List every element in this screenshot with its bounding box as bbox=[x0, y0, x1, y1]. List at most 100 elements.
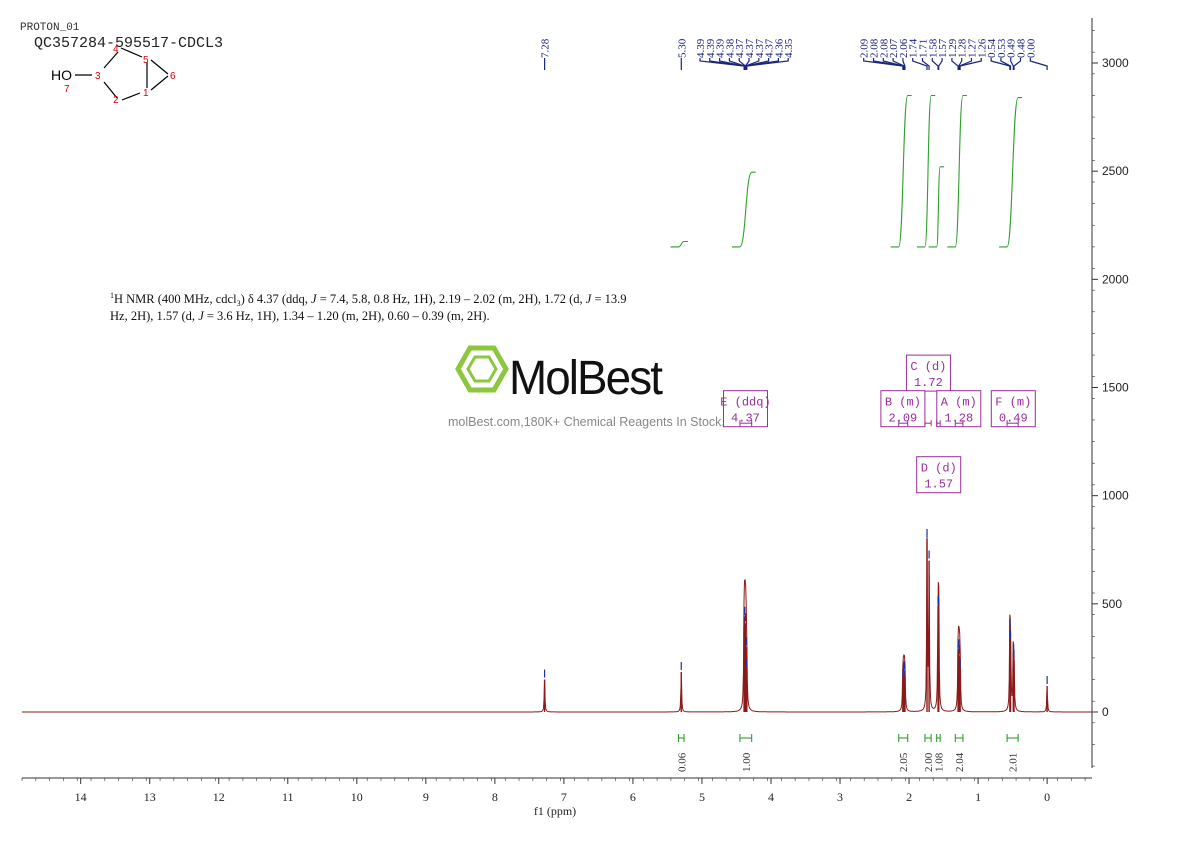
multiplet-shift: 2.09 bbox=[888, 412, 917, 426]
description-line1: H NMR (400 MHz, cdcl bbox=[114, 292, 237, 306]
x-tick-label: 12 bbox=[213, 790, 225, 804]
integral-value: 2.05 bbox=[898, 752, 910, 772]
peak-shift-label: 1.74 bbox=[908, 38, 920, 58]
peak-label-connector bbox=[958, 58, 963, 70]
integral-value: 2.00 bbox=[923, 752, 935, 772]
peak-label-connector bbox=[892, 58, 905, 70]
nmr-description: 1H NMR (400 MHz, cdcl3) δ 4.37 (ddq, J =… bbox=[110, 291, 627, 323]
y-tick-label: 0 bbox=[1102, 705, 1109, 719]
peak-shift-label: 4.37 bbox=[744, 38, 756, 58]
peak-label-connector bbox=[745, 58, 779, 70]
peak-shift-label: 7.28 bbox=[540, 38, 552, 58]
integral-curve bbox=[890, 94, 912, 248]
peak-shift-label: 4.37 bbox=[764, 38, 776, 58]
peak-shift-label: 2.09 bbox=[859, 38, 871, 58]
y-tick-label: 500 bbox=[1102, 597, 1122, 611]
peak-label-connector bbox=[719, 58, 745, 70]
spectrum-trace bbox=[22, 528, 1092, 713]
x-tick-label: 9 bbox=[423, 790, 429, 804]
peak-label-connector bbox=[931, 58, 939, 70]
peak-label-connector bbox=[882, 58, 905, 70]
integral-curve bbox=[928, 166, 945, 248]
peak-shift-label: 0.54 bbox=[986, 38, 998, 58]
x-tick-label: 8 bbox=[492, 790, 498, 804]
peak-shift-label: 5.30 bbox=[676, 38, 688, 58]
svg-text:Hz, 2H), 1.57 (d, J = 3.6 Hz,: Hz, 2H), 1.57 (d, J = 3.6 Hz, 1H), 1.34 … bbox=[110, 309, 490, 323]
peak-label-connector bbox=[1010, 58, 1014, 70]
y-tick-label: 1000 bbox=[1102, 489, 1129, 503]
experiment-title: PROTON_01 bbox=[20, 22, 80, 34]
description-line1-end: = 13.9 bbox=[591, 292, 626, 306]
peak-shift-label: 4.39 bbox=[705, 38, 717, 58]
x-tick-label: 14 bbox=[75, 790, 87, 804]
description-line1-cont: ) δ 4.37 (ddq, bbox=[241, 292, 311, 306]
peak-label-connector bbox=[1013, 58, 1022, 70]
x-tick-label: 3 bbox=[837, 790, 843, 804]
peak-shift-label: 2.08 bbox=[869, 38, 881, 58]
peak-shift-label: 1.58 bbox=[927, 38, 939, 58]
peak-label-connector bbox=[921, 58, 930, 70]
svg-text:1H NMR (400 MHz, cdcl3) δ 4.37: 1H NMR (400 MHz, cdcl3) δ 4.37 (ddq, J =… bbox=[110, 291, 627, 308]
description-line2: Hz, 2H), 1.57 (d, bbox=[110, 309, 198, 323]
x-tick-label: 10 bbox=[351, 790, 363, 804]
x-tick-label: 4 bbox=[768, 790, 774, 804]
peak-shift-label: 4.39 bbox=[695, 38, 707, 58]
spectrum-line bbox=[22, 533, 1092, 713]
axes: 14 13 12 11 10 9 8 7 6 5 4 3 2 1 030002500200015001000… bbox=[21, 18, 1129, 804]
hydroxyl-label: HO bbox=[51, 67, 72, 83]
integral-value: 0.06 bbox=[676, 752, 688, 772]
atom-label-5: 5 bbox=[143, 55, 149, 66]
molbest-logo-icon bbox=[455, 345, 509, 393]
multiplet-shift: 1.28 bbox=[944, 412, 973, 426]
multiplet-label: D (d) bbox=[921, 462, 957, 476]
multiplet-box bbox=[880, 390, 926, 428]
y-tick-label: 1500 bbox=[1102, 381, 1129, 395]
x-tick-label: 0 bbox=[1044, 790, 1050, 804]
multiplet-box bbox=[905, 354, 951, 392]
peak-shift-label: 0.49 bbox=[1006, 38, 1018, 58]
multiplet-box bbox=[990, 390, 1036, 428]
atom-label-3: 3 bbox=[95, 71, 101, 82]
peak-labels: 7.28 5.30 4.394.394.394.384.374.374.374.37… bbox=[540, 38, 1048, 70]
peak-shift-label: 4.37 bbox=[754, 38, 766, 58]
description-j3: J bbox=[198, 309, 205, 323]
multiplet-shift: 4.37 bbox=[731, 412, 760, 426]
x-tick-label: 13 bbox=[144, 790, 156, 804]
watermark-brand: MolBest bbox=[509, 352, 663, 405]
integral-value: 2.04 bbox=[954, 752, 966, 772]
watermark-tagline: molBest.com,180K+ Chemical Reagents In S… bbox=[448, 415, 725, 429]
x-axis-title: f1 (ppm) bbox=[534, 804, 576, 818]
x-tick-label: 1 bbox=[975, 790, 981, 804]
peak-label-connector bbox=[1029, 58, 1048, 70]
peak-label-connector bbox=[912, 58, 928, 70]
integral-value: 1.08 bbox=[933, 752, 945, 772]
peak-label-connector bbox=[746, 58, 789, 70]
peak-shift-label: 2.06 bbox=[898, 38, 910, 58]
integral-curve bbox=[947, 94, 967, 248]
atom-label-2: 2 bbox=[113, 95, 119, 106]
integral-curves bbox=[670, 94, 1023, 248]
peak-shift-label: 1.26 bbox=[976, 38, 988, 58]
peak-shift-label: 0.00 bbox=[1025, 38, 1037, 58]
multiplet-shift: 0.49 bbox=[999, 412, 1028, 426]
peak-shift-label: 0.48 bbox=[1016, 38, 1028, 58]
multiplet-label: B (m) bbox=[885, 396, 921, 410]
peak-shift-label: 2.07 bbox=[888, 38, 900, 58]
description-line2-end: = 3.6 Hz, 1H), 1.34 – 1.20 (m, 2H), 0.60… bbox=[204, 309, 490, 323]
peak-label-connector bbox=[959, 58, 982, 70]
description-j1: J bbox=[311, 292, 318, 306]
peak-shift-label: 1.27 bbox=[967, 38, 979, 58]
x-tick-label: 6 bbox=[630, 790, 636, 804]
integral-curve bbox=[731, 171, 756, 248]
x-tick-label: 2 bbox=[906, 790, 912, 804]
x-tick-label: 7 bbox=[561, 790, 567, 804]
description-superscript: 1 bbox=[110, 291, 114, 300]
y-tick-label: 3000 bbox=[1102, 56, 1129, 70]
atom-label-6: 6 bbox=[170, 71, 176, 82]
atom-label-1: 1 bbox=[143, 88, 149, 99]
multiplet-label: C (d) bbox=[910, 360, 946, 374]
multiplet-box bbox=[916, 456, 962, 494]
peak-shift-label: 2.08 bbox=[878, 38, 890, 58]
peak-shift-label: 1.28 bbox=[957, 38, 969, 58]
